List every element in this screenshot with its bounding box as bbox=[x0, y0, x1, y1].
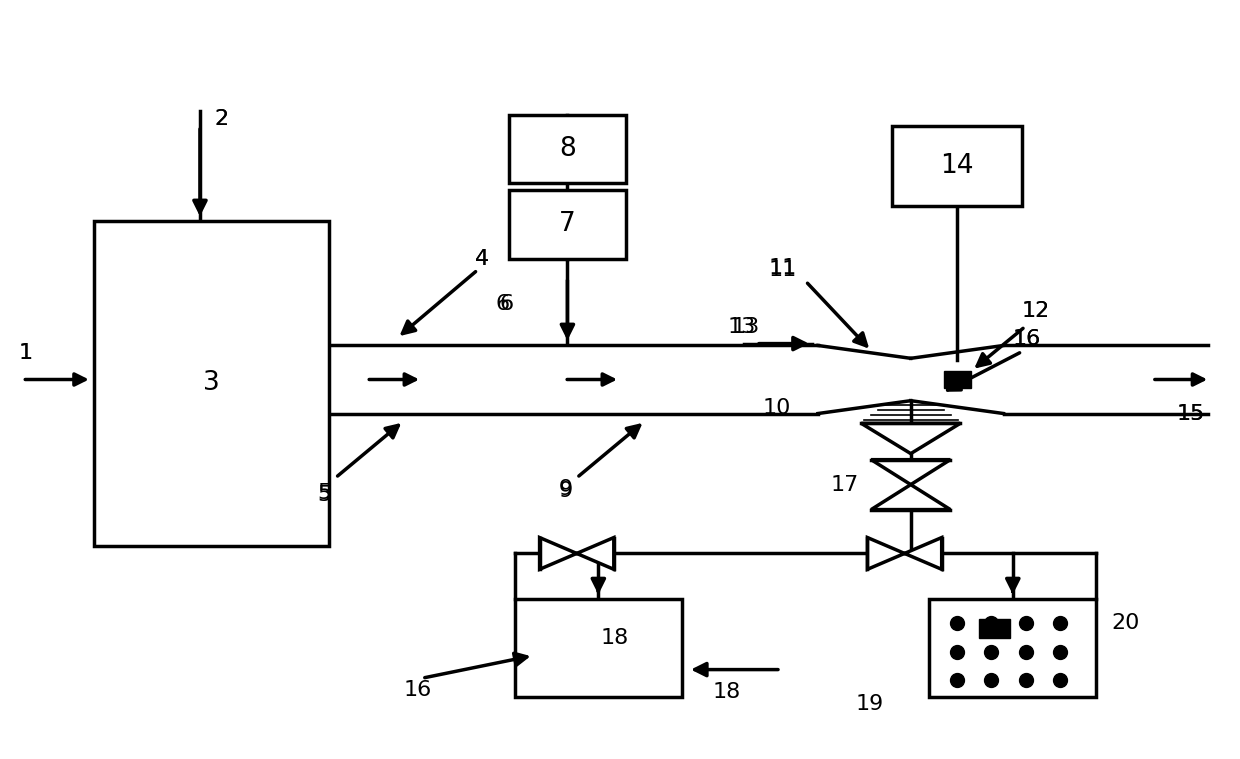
Text: 6: 6 bbox=[496, 294, 510, 314]
Polygon shape bbox=[872, 460, 950, 484]
Polygon shape bbox=[872, 484, 950, 509]
Text: 2: 2 bbox=[215, 109, 229, 128]
Bar bbox=[508, 191, 626, 259]
Bar bbox=[515, 599, 682, 697]
Text: 7: 7 bbox=[559, 212, 575, 238]
Bar bbox=[893, 126, 1022, 206]
Text: 6: 6 bbox=[500, 294, 513, 314]
Text: 8: 8 bbox=[559, 136, 575, 162]
Text: 18: 18 bbox=[601, 628, 629, 648]
Text: 13: 13 bbox=[728, 317, 756, 337]
Polygon shape bbox=[904, 537, 941, 569]
Polygon shape bbox=[539, 537, 577, 569]
Text: 5: 5 bbox=[317, 483, 331, 503]
Text: 19: 19 bbox=[856, 694, 883, 713]
Polygon shape bbox=[577, 537, 614, 569]
Text: 15: 15 bbox=[1177, 404, 1205, 424]
Text: 1: 1 bbox=[19, 343, 32, 363]
Bar bbox=[929, 599, 1096, 697]
Bar bbox=[94, 221, 330, 546]
Text: 17: 17 bbox=[831, 474, 858, 495]
Text: 16: 16 bbox=[1012, 329, 1040, 348]
Text: 3: 3 bbox=[203, 370, 219, 396]
Text: 13: 13 bbox=[732, 317, 760, 337]
Text: 4: 4 bbox=[475, 248, 490, 269]
Text: 9: 9 bbox=[558, 480, 573, 501]
Text: 20: 20 bbox=[1111, 613, 1140, 633]
Text: 12: 12 bbox=[1022, 301, 1050, 322]
Text: 14: 14 bbox=[940, 153, 973, 179]
Text: 2: 2 bbox=[215, 109, 229, 128]
Text: 1: 1 bbox=[19, 343, 32, 363]
Text: 18: 18 bbox=[713, 682, 742, 702]
Text: 11: 11 bbox=[769, 258, 797, 279]
Text: 16: 16 bbox=[403, 679, 432, 700]
Polygon shape bbox=[862, 424, 960, 454]
Text: 12: 12 bbox=[1022, 301, 1050, 322]
Text: 10: 10 bbox=[763, 398, 791, 418]
Bar bbox=[978, 619, 1009, 638]
Text: 5: 5 bbox=[317, 485, 331, 505]
Text: 15: 15 bbox=[1177, 404, 1205, 424]
Text: 4: 4 bbox=[475, 248, 490, 269]
Bar bbox=[944, 371, 971, 388]
Text: 11: 11 bbox=[769, 260, 797, 280]
Polygon shape bbox=[868, 537, 904, 569]
Bar bbox=[508, 115, 626, 183]
Text: 9: 9 bbox=[558, 479, 573, 499]
Text: 16: 16 bbox=[1012, 329, 1040, 348]
